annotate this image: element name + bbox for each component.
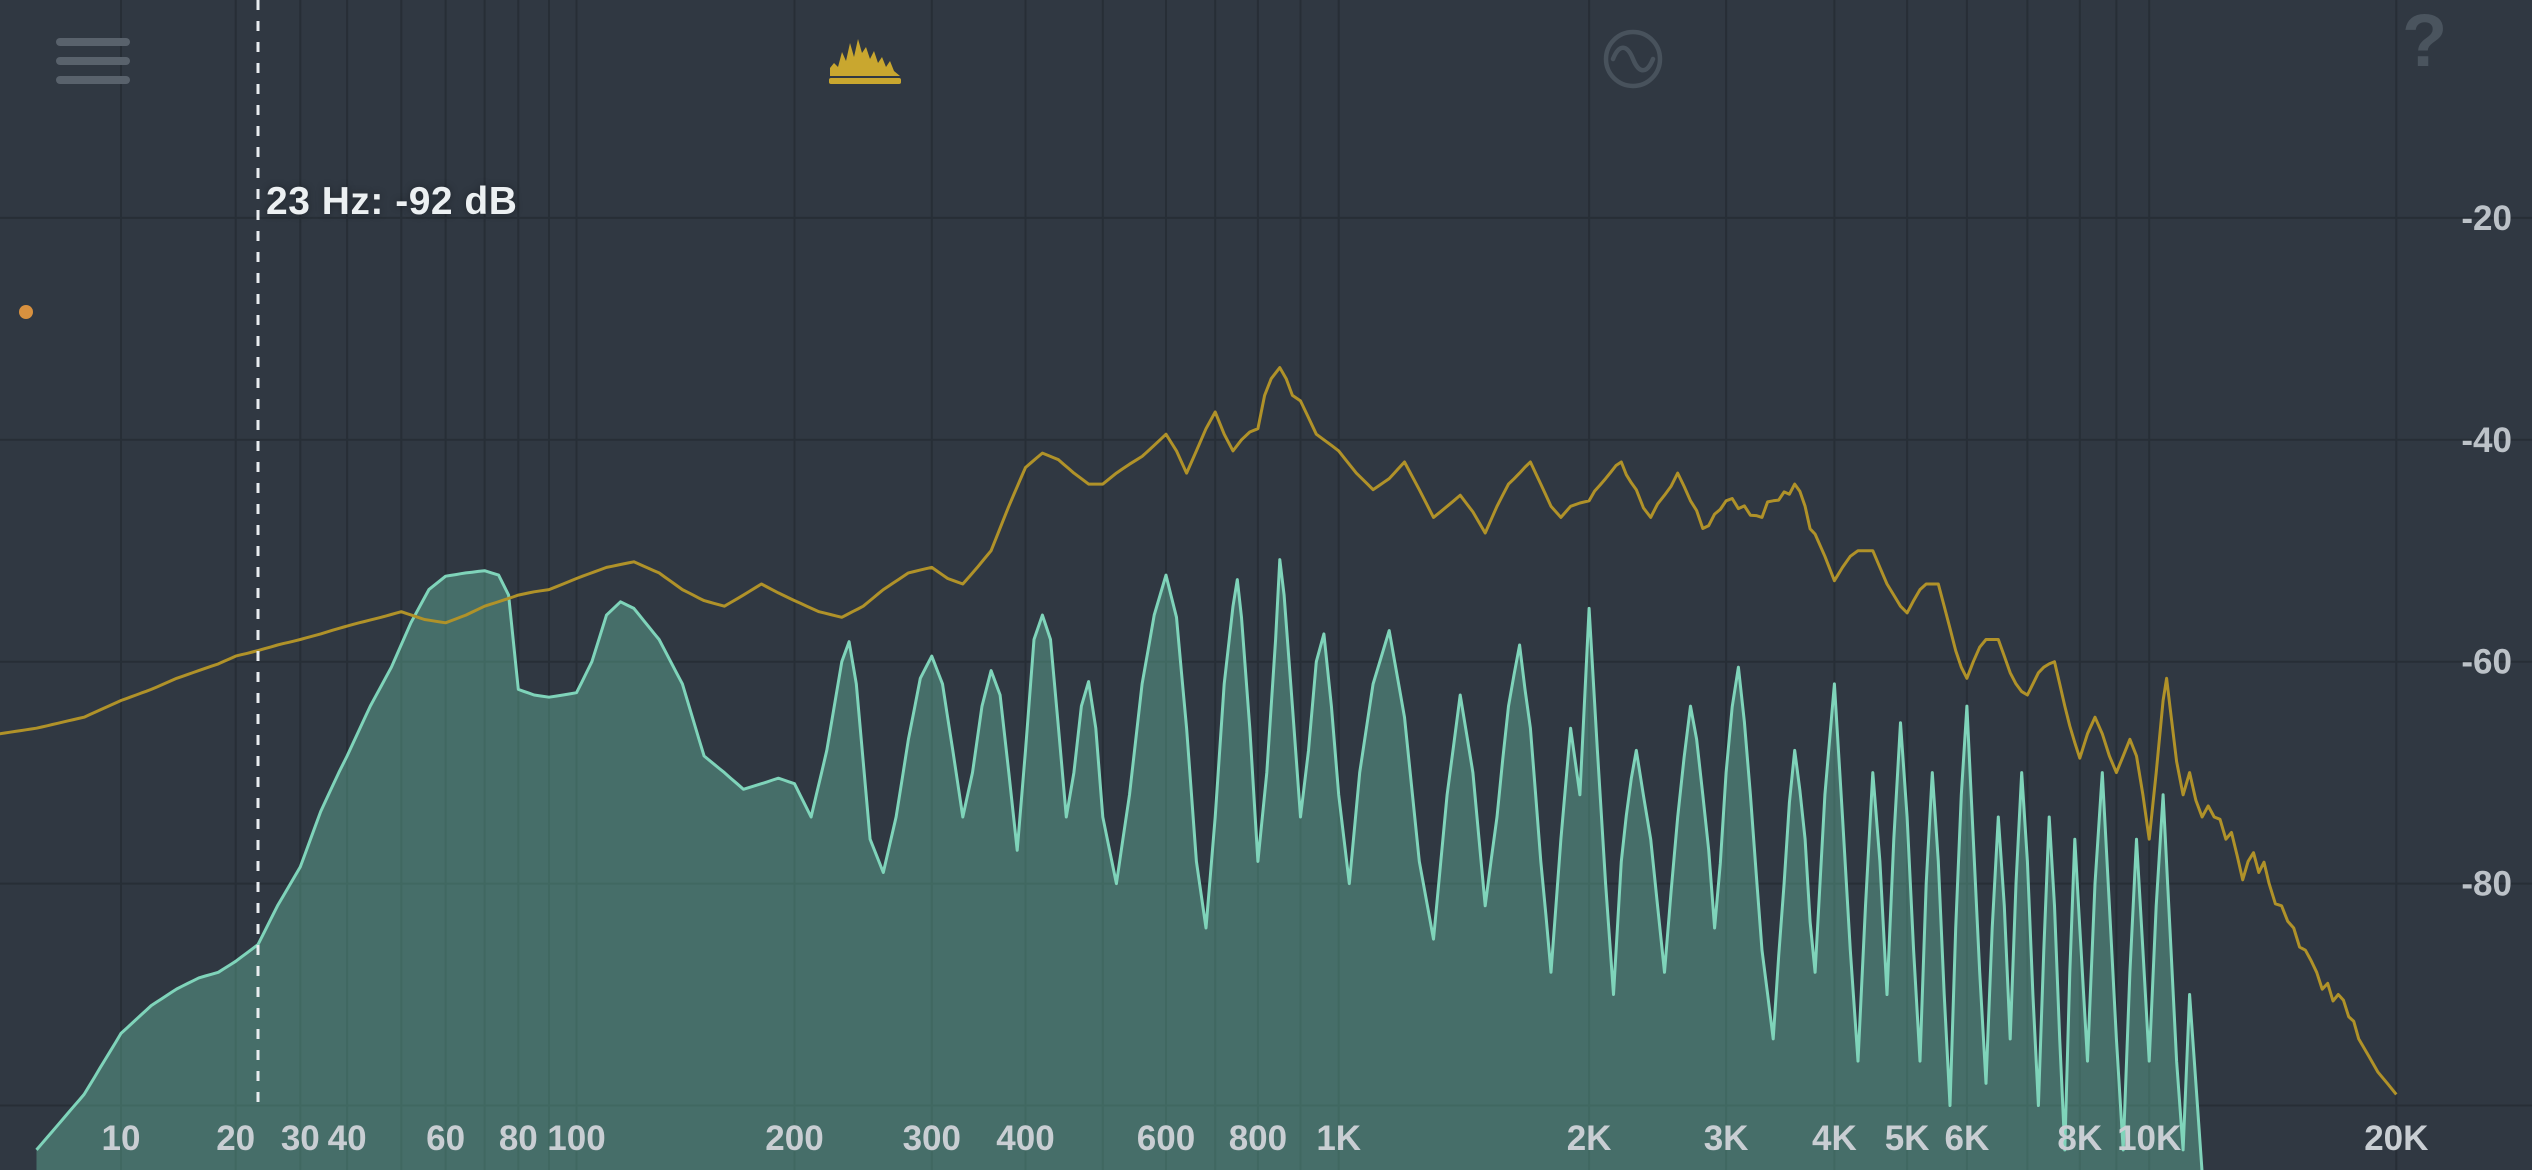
cursor-readout: 23 Hz: -92 dB <box>266 180 518 223</box>
freq-tick-label: 6K <box>1945 1119 1990 1158</box>
db-tick-label: -80 <box>2461 865 2512 904</box>
freq-tick-label: 20K <box>2364 1119 2428 1158</box>
freq-tick-label: 400 <box>996 1119 1054 1158</box>
average-spectrum-line <box>0 366 2398 1096</box>
menu-icon-bar <box>56 38 130 46</box>
freq-tick-label: 300 <box>903 1119 961 1158</box>
spectrum-icon <box>829 39 901 84</box>
menu-icon-bar <box>56 76 130 84</box>
help-icon[interactable]: ? <box>2402 0 2448 82</box>
db-tick-label: -60 <box>2461 643 2512 682</box>
menu-button[interactable] <box>56 38 130 84</box>
axis-labels: 10 20 30 40 60 80 100 200 300 400 600 800 1K 2K 3K 4K 5K… <box>102 199 2512 1158</box>
db-tick-label: -20 <box>2461 199 2512 238</box>
db-tick-label: -40 <box>2461 421 2512 460</box>
freq-tick-label: 80 <box>499 1119 538 1158</box>
freq-tick-label: 1K <box>1316 1119 1361 1158</box>
sine-wave-icon <box>1603 29 1663 89</box>
freq-tick-label: 200 <box>765 1119 823 1158</box>
freq-tick-label: 40 <box>328 1119 367 1158</box>
freq-tick-label: 5K <box>1885 1119 1930 1158</box>
freq-tick-label: 4K <box>1812 1119 1857 1158</box>
freq-tick-label: 2K <box>1567 1119 1612 1158</box>
freq-tick-label: 10K <box>2117 1119 2181 1158</box>
freq-tick-label: 20 <box>216 1119 255 1158</box>
freq-tick-label: 3K <box>1704 1119 1749 1158</box>
series <box>0 366 2398 1170</box>
freq-tick-label: 8K <box>2057 1119 2102 1158</box>
freq-tick-label: 600 <box>1137 1119 1195 1158</box>
freq-tick-label: 60 <box>426 1119 465 1158</box>
orange-marker-dot <box>19 305 33 319</box>
menu-icon-bar <box>56 57 130 65</box>
freq-tick-label: 800 <box>1229 1119 1287 1158</box>
freq-tick-label: 100 <box>547 1119 605 1158</box>
live-spectrum-line <box>35 558 2204 1170</box>
freq-tick-label: 30 <box>281 1119 320 1158</box>
freq-tick-label: 10 <box>102 1119 141 1158</box>
spectrum-mode-button[interactable] <box>829 34 901 91</box>
signal-generator-button[interactable] <box>1600 26 1666 97</box>
